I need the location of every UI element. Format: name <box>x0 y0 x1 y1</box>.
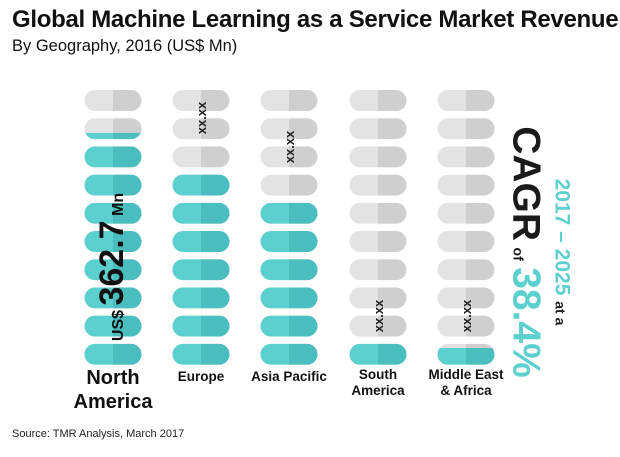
column-middle-east-africa <box>437 90 495 365</box>
bar-segment <box>84 146 142 168</box>
bar-segment <box>84 118 142 140</box>
bar-segment <box>84 174 142 196</box>
cagr-period: 2017 – 2025 <box>550 178 574 296</box>
value-label: xx.xx <box>371 299 386 332</box>
bar-segment <box>260 259 318 281</box>
value-label: xx.xx <box>459 299 474 332</box>
chart-title: Global Machine Learning as a Service Mar… <box>12 6 619 33</box>
cagr-of: of <box>510 247 527 261</box>
bar-segment <box>172 202 230 224</box>
category-label: North America <box>74 367 154 413</box>
bar-segment <box>437 202 495 224</box>
bar-segment <box>260 231 318 252</box>
column-south-america <box>349 90 407 365</box>
bar-segment <box>260 146 318 168</box>
bar-segment <box>172 231 230 252</box>
bar-segment <box>260 118 318 140</box>
bar-segment <box>260 90 318 111</box>
bar-segment <box>84 202 142 224</box>
bar-segment <box>437 231 495 252</box>
source-note: Source: TMR Analysis, March 2017 <box>12 428 185 440</box>
value-label-north-america: US$ 362.7 Mn <box>93 193 131 341</box>
bar-segment <box>349 259 407 281</box>
cagr-label: CAGR <box>504 126 548 242</box>
column-asia-pacific <box>260 90 318 365</box>
bar-segment <box>349 146 407 168</box>
bar-segment <box>349 202 407 224</box>
bar-segment <box>260 174 318 196</box>
cagr-at-a: at a <box>552 301 569 326</box>
category-label: Europe <box>178 369 225 384</box>
bar-segment <box>84 259 142 281</box>
category-label: South America <box>351 367 405 398</box>
bar-segment <box>349 231 407 252</box>
bar-segment <box>437 343 495 365</box>
category-label: Asia Pacific <box>251 369 327 384</box>
column-europe <box>172 90 230 365</box>
bar-segment <box>172 259 230 281</box>
bar-segment <box>437 118 495 140</box>
bar-segment <box>84 287 142 309</box>
bar-segment <box>172 118 230 140</box>
bar-segment <box>84 343 142 365</box>
bar-segment <box>349 118 407 140</box>
bar-segment <box>349 343 407 365</box>
value-label: xx.xx <box>282 130 297 163</box>
bar-segment <box>84 231 142 252</box>
bar-segment <box>437 174 495 196</box>
bar-segment <box>349 287 407 309</box>
bar-segment <box>349 174 407 196</box>
bar-segment <box>172 90 230 111</box>
bar-segment <box>172 174 230 196</box>
bar-segment <box>260 287 318 309</box>
bar-segment <box>172 146 230 168</box>
column-north-america <box>84 90 142 365</box>
bar-segment <box>437 287 495 309</box>
bar-segment <box>260 202 318 224</box>
bar-segment <box>437 315 495 337</box>
bar-segment <box>437 146 495 168</box>
cagr-value: 38.4% <box>504 267 548 378</box>
bar-segment <box>260 343 318 365</box>
bar-segment <box>260 315 318 337</box>
bar-segment <box>172 315 230 337</box>
bar-segment <box>172 287 230 309</box>
bar-segment <box>349 90 407 111</box>
bar-segment <box>84 90 142 111</box>
bar-segment <box>84 315 142 337</box>
bar-segment <box>172 343 230 365</box>
bar-segment <box>437 90 495 111</box>
category-label: Middle East & Africa <box>428 367 504 398</box>
bar-segment <box>437 259 495 281</box>
chart-subtitle: By Geography, 2016 (US$ Mn) <box>12 37 238 55</box>
bar-segment <box>349 315 407 337</box>
value-label: xx.xx <box>194 101 209 134</box>
